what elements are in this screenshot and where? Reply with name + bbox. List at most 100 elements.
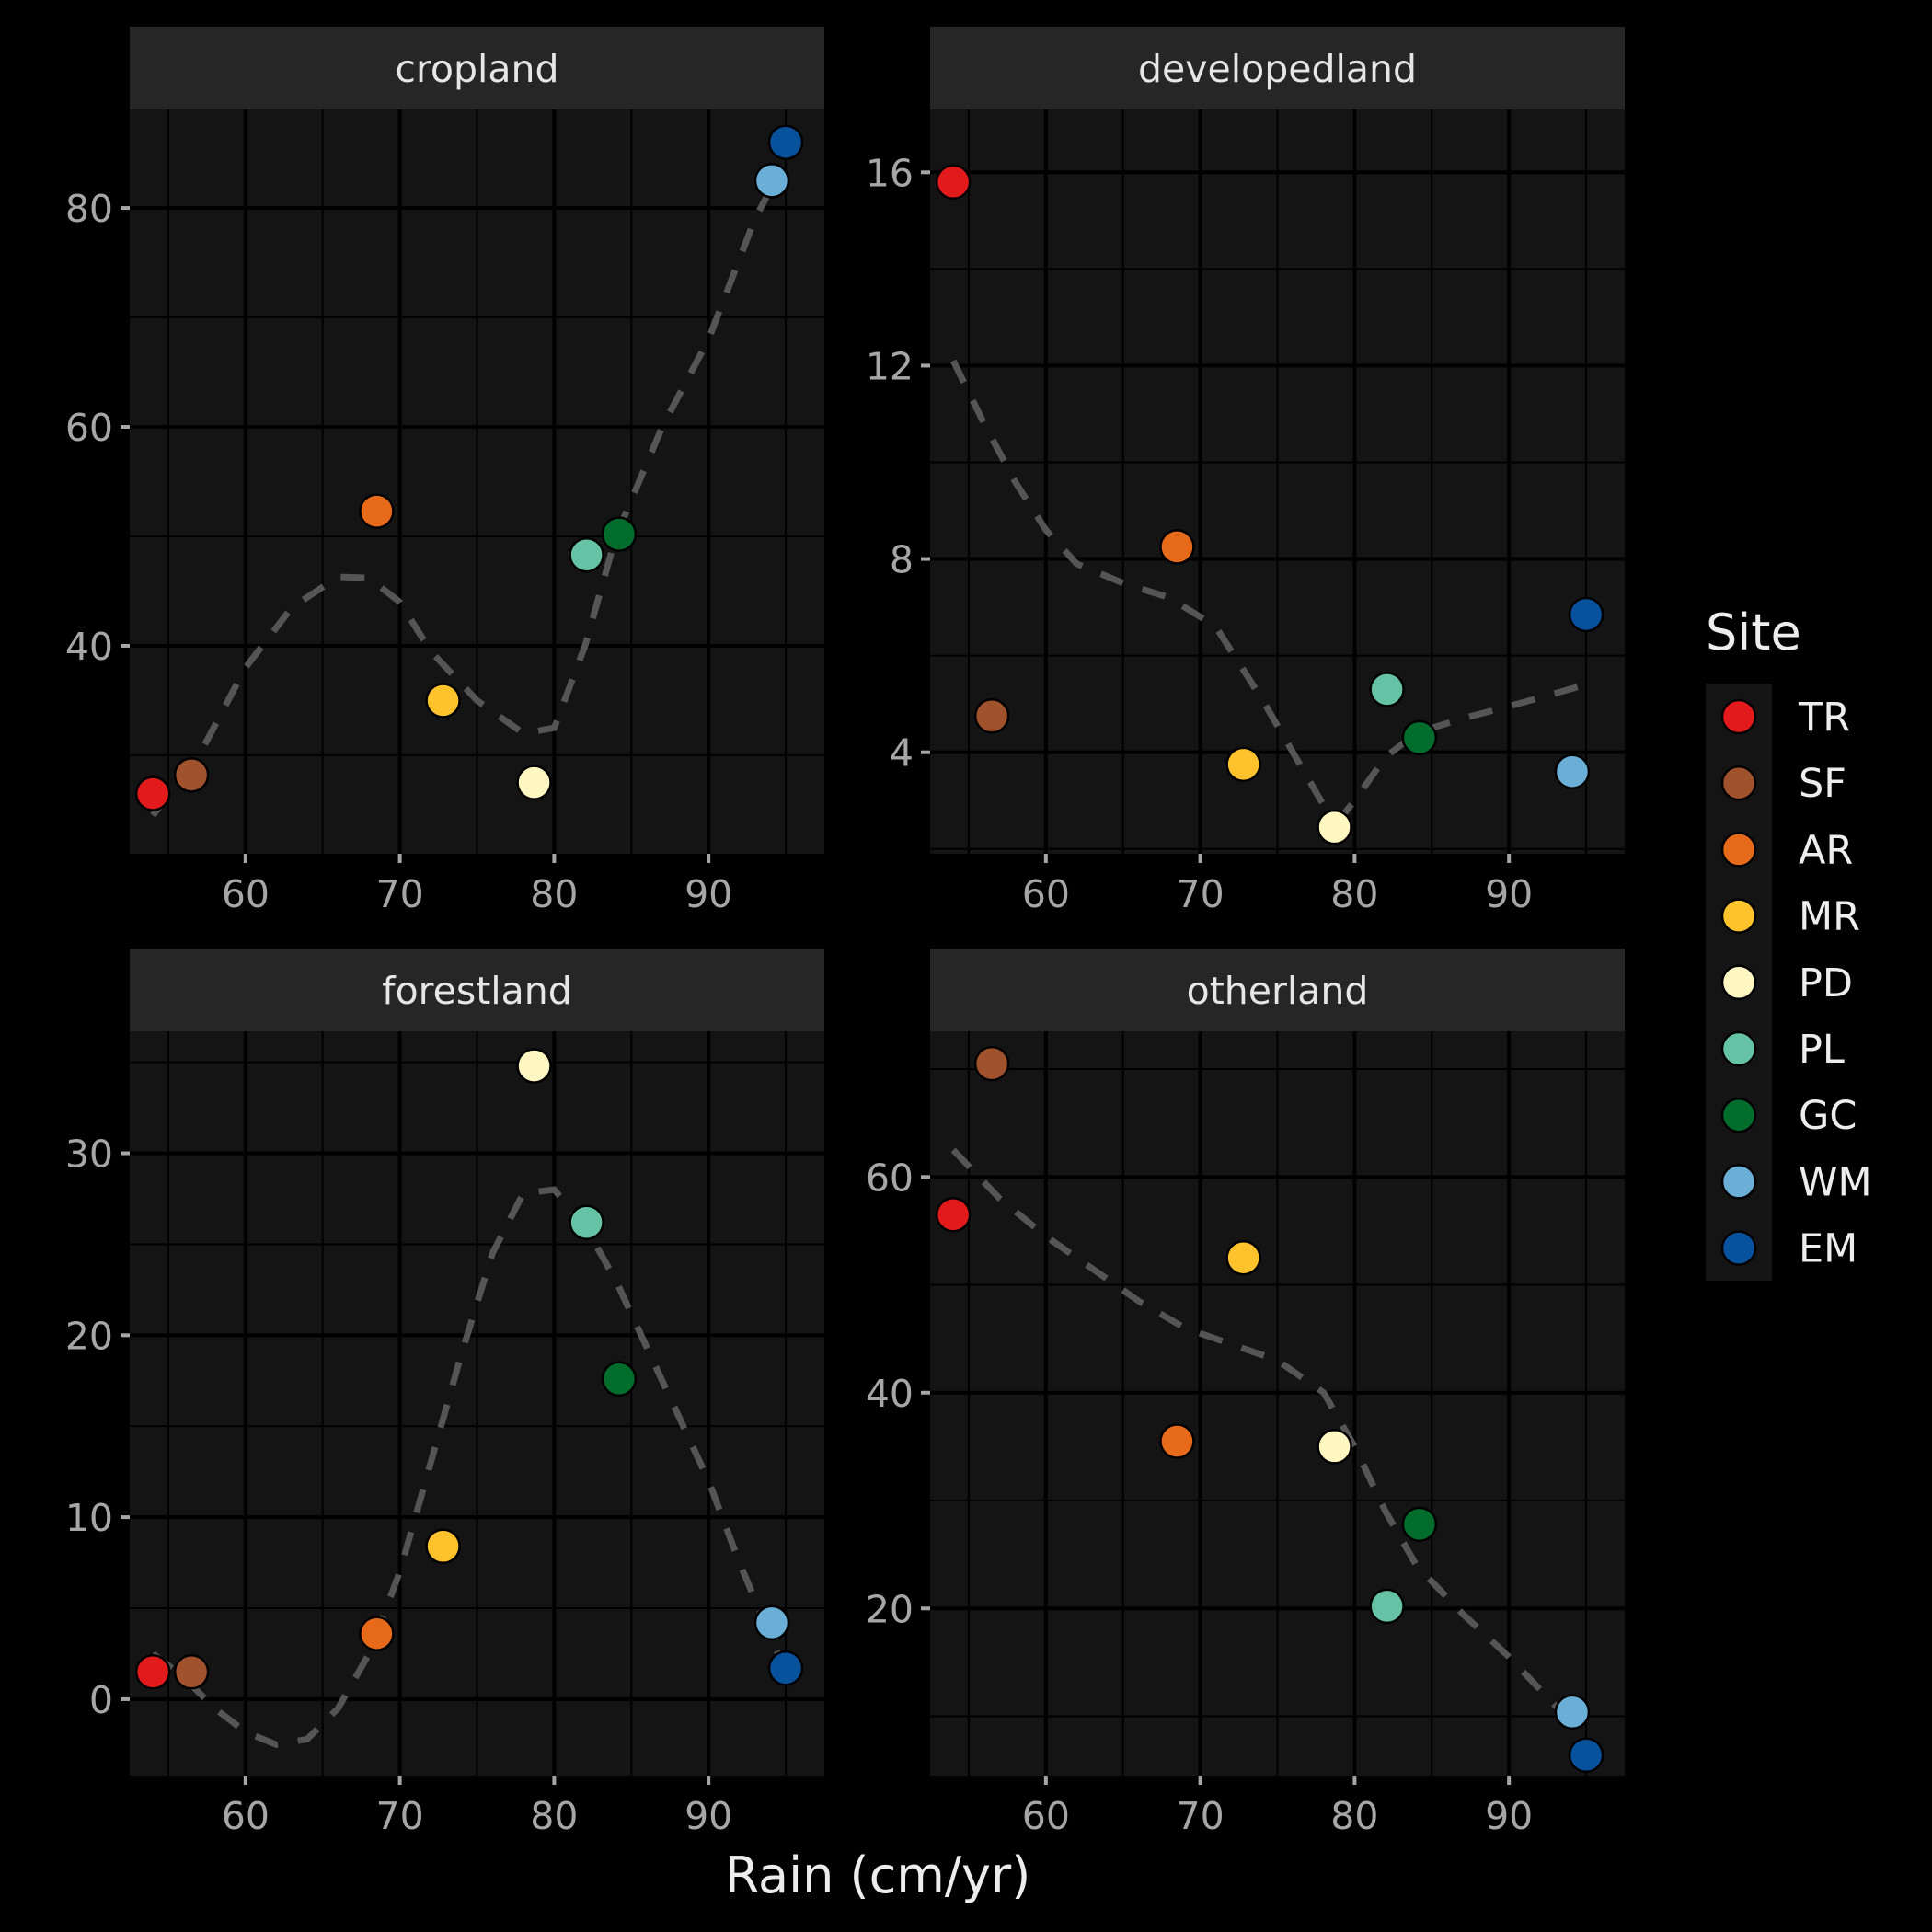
facet-panel-developedland: developedland 60 70 80 90 4 8 12 16 [866, 27, 1625, 916]
x-axis-title: Rain (cm/yr) [725, 1846, 1031, 1904]
legend-label: GC [1799, 1093, 1857, 1139]
data-point-PD [1317, 809, 1352, 845]
data-point-SF [173, 1654, 210, 1690]
facet-panels: cropland 60 70 80 90 40 60 80 developedland 60 70 8… [65, 27, 1625, 1838]
facet-panel-forestland: forestland 60 70 80 90 0 10 20 30 [65, 949, 824, 1838]
x-tick-label: 70 [376, 872, 424, 916]
legend-label: EM [1799, 1226, 1857, 1272]
legend-item-PL: PL [1720, 1027, 1845, 1073]
facet-strip [930, 27, 1625, 109]
x-tick-label: 70 [376, 1794, 424, 1838]
data-point-MR [1225, 746, 1261, 783]
data-point-AR [359, 1616, 395, 1651]
legend-item-WM: WM [1720, 1159, 1872, 1205]
y-tick-label: 4 [890, 731, 914, 776]
legend-key-PD [1720, 964, 1757, 1001]
data-point-TR [134, 776, 171, 811]
y-tick-label: 60 [866, 1156, 914, 1200]
data-point-MR [1225, 1239, 1261, 1276]
legend-item-PD: PD [1720, 960, 1853, 1006]
y-tick-label: 30 [65, 1133, 113, 1177]
data-point-SF [973, 698, 1010, 734]
data-point-MR [425, 683, 461, 719]
data-point-WM [1554, 1694, 1591, 1731]
x-tick-label: 90 [1485, 872, 1533, 916]
legend-key-MR [1720, 898, 1757, 934]
facet-panel-cropland: cropland 60 70 80 90 40 60 80 [65, 27, 824, 916]
x-tick-label: 80 [530, 872, 578, 916]
data-point-EM [767, 124, 804, 160]
data-point-EM [767, 1650, 804, 1686]
data-point-MR [425, 1528, 461, 1565]
data-point-WM [753, 163, 790, 199]
facet-strip-label: cropland [395, 47, 558, 91]
legend-item-EM: EM [1720, 1226, 1857, 1272]
legend-label: PD [1799, 960, 1853, 1006]
x-tick-label: 60 [1022, 1794, 1070, 1838]
y-tick-label: 12 [866, 344, 914, 388]
legend-key-SF [1720, 765, 1757, 801]
data-point-PL [1369, 672, 1405, 707]
data-point-WM [1554, 753, 1591, 789]
smooth-trend-line [950, 1147, 1589, 1735]
legend-label: TR [1798, 695, 1850, 741]
x-tick-label: 60 [222, 1794, 270, 1838]
legend-label: WM [1799, 1159, 1872, 1205]
data-point-AR [1159, 1423, 1195, 1459]
data-point-SF [173, 757, 210, 793]
data-point-AR [359, 493, 395, 529]
legend-label: MR [1799, 894, 1860, 940]
legend-key-PL [1720, 1030, 1757, 1067]
y-tick-label: 20 [866, 1587, 914, 1631]
data-point-PD [516, 1048, 552, 1084]
data-point-PD [1317, 1429, 1352, 1465]
legend-key-GC [1720, 1097, 1757, 1133]
panel-plot-area [130, 109, 824, 854]
y-tick-label: 20 [65, 1314, 113, 1358]
facet-strip [930, 949, 1625, 1031]
legend-item-TR: TR [1720, 695, 1850, 741]
data-point-PL [569, 1204, 604, 1240]
x-tick-label: 70 [1177, 872, 1225, 916]
legend: Site TR SF AR MR PD PL GC WM EM [1706, 604, 1872, 1281]
data-point-PL [569, 536, 604, 573]
panel-plot-area [930, 109, 1625, 854]
y-tick-label: 16 [866, 151, 914, 195]
data-point-GC [601, 516, 638, 552]
x-tick-label: 70 [1177, 1794, 1225, 1838]
data-point-GC [1401, 1506, 1438, 1543]
y-tick-label: 40 [65, 625, 113, 669]
facet-panel-otherland: otherland 60 70 80 90 20 40 60 [866, 949, 1625, 1838]
y-tick-label: 80 [65, 187, 113, 231]
x-tick-label: 90 [1485, 1794, 1533, 1838]
legend-item-MR: MR [1720, 894, 1860, 940]
data-point-PL [1369, 1588, 1405, 1625]
data-point-TR [935, 164, 972, 201]
legend-key-AR [1720, 832, 1757, 868]
panel-plot-area [930, 1031, 1625, 1776]
smooth-trend-line [151, 1186, 781, 1749]
y-tick-label: 8 [890, 538, 914, 582]
legend-item-GC: GC [1720, 1093, 1857, 1139]
x-tick-label: 60 [1022, 872, 1070, 916]
legend-key-WM [1720, 1164, 1757, 1200]
legend-label: SF [1799, 761, 1846, 807]
legend-label: AR [1799, 827, 1853, 873]
legend-key-TR [1720, 698, 1757, 735]
smooth-trend-line [150, 173, 781, 818]
y-tick-label: 40 [866, 1372, 914, 1416]
x-tick-label: 80 [1330, 872, 1378, 916]
data-point-GC [601, 1361, 638, 1397]
x-tick-label: 80 [530, 1794, 578, 1838]
y-tick-label: 60 [65, 406, 113, 450]
x-tick-label: 90 [684, 1794, 732, 1838]
data-point-TR [134, 1654, 171, 1690]
legend-item-SF: SF [1720, 761, 1846, 807]
data-point-SF [973, 1045, 1010, 1082]
x-tick-label: 90 [684, 872, 732, 916]
legend-title: Site [1706, 604, 1801, 661]
facet-strip-label: developedland [1138, 47, 1417, 91]
facet-strip-label: otherland [1187, 969, 1369, 1013]
data-point-GC [1401, 719, 1438, 756]
